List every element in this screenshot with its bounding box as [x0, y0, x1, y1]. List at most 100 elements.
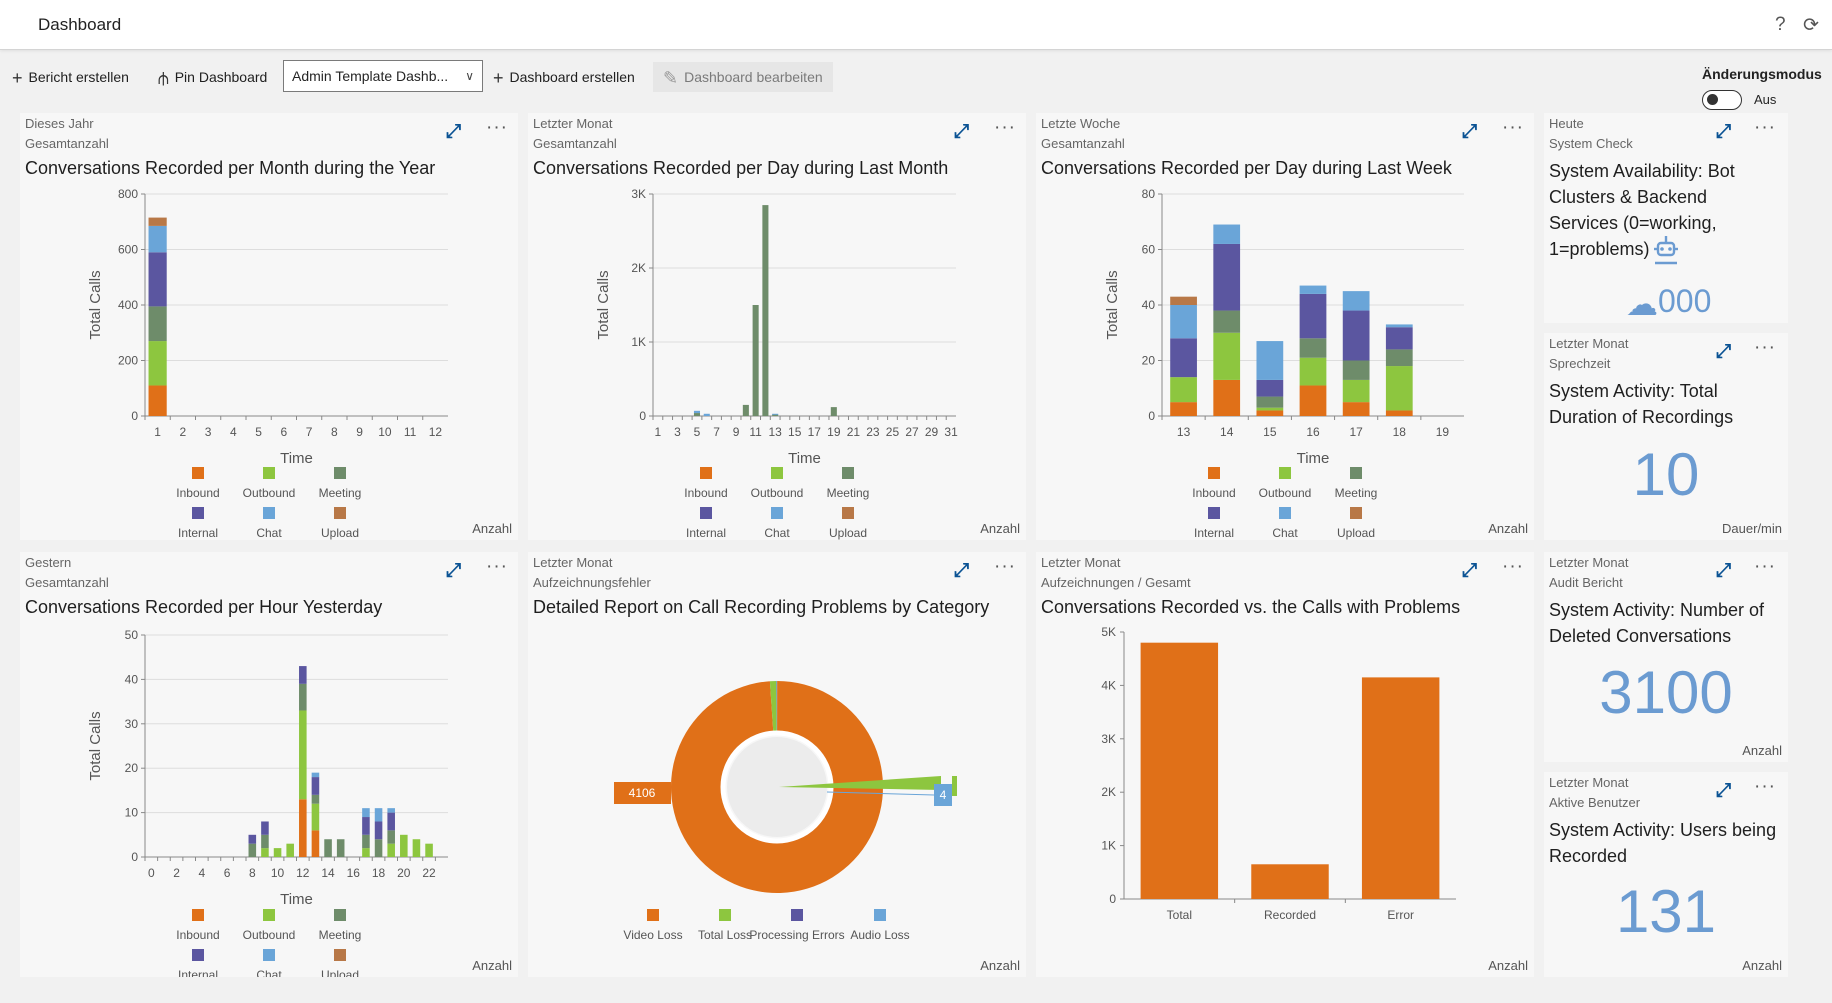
leader-line-right: [826, 791, 935, 796]
bar-segment-meeting: [693, 413, 701, 416]
expand-icon[interactable]: ⤢: [1716, 780, 1732, 801]
more-options-icon[interactable]: ···: [486, 556, 508, 577]
legend-swatch: [263, 949, 275, 961]
chart-vs: 0 1K 2K 3K 4K 5K Total Recorded Error: [1101, 625, 1456, 922]
card-measure: Aufzeichnungsfehler: [533, 575, 651, 590]
kpi-card-duration: Letzter Monat Sprechzeit System Activity…: [1544, 333, 1788, 540]
y-tick-label: 20: [1142, 354, 1156, 368]
chart-week: 0 20 40 60 80 13 14 15 16 17 18 19 Time Total Calls In…: [1104, 187, 1464, 540]
x-tick-label: 18: [372, 866, 386, 880]
x-tick-label: 17: [1349, 425, 1363, 439]
x-tick-label: 13: [1177, 425, 1191, 439]
donut-total-loss-wedge: [779, 776, 941, 790]
bar-segment-internal: [1299, 293, 1327, 339]
x-tick-label: 22: [422, 866, 436, 880]
dashboard-select[interactable]: Admin Template Dashb... ∨: [283, 60, 483, 92]
x-axis-title: Time: [1297, 450, 1330, 467]
legend-label: Meeting: [319, 486, 362, 500]
bar-segment-outbound: [400, 834, 408, 857]
more-options-icon[interactable]: ···: [1502, 117, 1524, 138]
bar-segment-meeting: [1213, 310, 1241, 333]
x-tick-label: 10: [271, 866, 285, 880]
x-tick-label: 4: [230, 425, 237, 439]
chart-card-month: Letzter Monat Gesamtanzahl Conversations…: [528, 113, 1026, 540]
bar-segment-meeting: [762, 205, 769, 416]
bar-segment-outbound: [273, 848, 282, 857]
card-period: Letzter Monat: [1549, 555, 1629, 570]
legend-label: Inbound: [1192, 486, 1235, 500]
expand-icon[interactable]: ⤢: [1716, 341, 1732, 362]
y-tick-label: 3K: [631, 187, 646, 201]
x-tick-label: 9: [733, 425, 740, 439]
expand-icon[interactable]: ⤢: [446, 560, 462, 581]
y-tick-label: 30: [125, 717, 139, 731]
legend-swatch: [334, 467, 346, 479]
edit-dashboard-button[interactable]: ✎ Dashboard bearbeiten: [653, 62, 833, 92]
bar-segment-meeting: [772, 414, 779, 416]
legend-label: Outbound: [1259, 486, 1312, 500]
legend-swatch: [1279, 467, 1291, 479]
x-tick-label: 5: [255, 425, 262, 439]
edit-mode-toggle[interactable]: [1702, 90, 1742, 110]
expand-icon[interactable]: ⤢: [1716, 560, 1732, 581]
availability-value: 000: [1658, 283, 1712, 319]
card-period: Letzter Monat: [533, 116, 613, 131]
card-title: Conversations Recorded per Hour Yesterda…: [25, 597, 383, 617]
page-title: Dashboard: [38, 15, 122, 34]
bar-segment-outbound: [425, 843, 433, 857]
bar-segment-internal: [311, 777, 320, 795]
bar-segment-outbound: [1256, 407, 1284, 411]
legend-label: Meeting: [319, 928, 362, 942]
bar-segment-outbound: [362, 848, 370, 857]
more-options-icon[interactable]: ···: [994, 117, 1016, 138]
toggle-knob: [1707, 94, 1718, 105]
create-report-button[interactable]: + Bericht erstellen: [12, 62, 129, 92]
app-header: Dashboard ? ⟳: [0, 0, 1832, 50]
create-dashboard-label: Dashboard erstellen: [509, 69, 635, 85]
expand-icon[interactable]: ⤢: [1716, 121, 1732, 142]
chart-hour: 0 10 20 30 40 50 0 2 4 6 8 10 12 14 16 18 20 22 Time Total …: [87, 628, 448, 977]
bar: [1251, 864, 1329, 899]
donut-slice: [769, 681, 777, 734]
expand-icon[interactable]: ⤢: [446, 121, 462, 142]
bar-segment-chat: [1170, 305, 1197, 339]
kpi-card-deleted: Letzter Monat Audit Bericht System Activ…: [1544, 552, 1788, 762]
x-tick-label: 9: [356, 425, 363, 439]
more-options-icon[interactable]: ···: [1754, 337, 1776, 358]
more-options-icon[interactable]: ···: [1754, 556, 1776, 577]
y-tick-label: 60: [1142, 243, 1156, 257]
legend-swatch: [192, 909, 204, 921]
x-tick-label: 11: [404, 425, 417, 439]
more-options-icon[interactable]: ···: [486, 117, 508, 138]
expand-icon[interactable]: ⤢: [954, 121, 970, 142]
card-unit: Anzahl: [1742, 958, 1782, 973]
help-icon[interactable]: ?: [1775, 14, 1786, 35]
bar-segment-chat: [1385, 324, 1413, 328]
expand-icon[interactable]: ⤢: [954, 560, 970, 581]
more-options-icon[interactable]: ···: [994, 556, 1016, 577]
bar-segment-internal: [374, 821, 383, 840]
bar-segment-inbound: [1342, 402, 1370, 416]
more-options-icon[interactable]: ···: [1754, 776, 1776, 797]
card-title: Conversations Recorded per Month during …: [25, 158, 436, 178]
expand-icon[interactable]: ⤢: [1462, 121, 1478, 142]
robot-icon: [1654, 236, 1678, 265]
more-options-icon[interactable]: ···: [1754, 117, 1776, 138]
bar-segment-meeting: [324, 839, 332, 857]
legend-swatch: [1208, 467, 1220, 479]
more-options-icon[interactable]: ···: [1502, 556, 1524, 577]
plus-icon: +: [493, 68, 504, 88]
pin-dashboard-button[interactable]: ⫛ Pin Dashboard: [158, 62, 267, 92]
plus-icon: +: [12, 68, 23, 88]
x-tick-label: 16: [1306, 425, 1320, 439]
x-tick-label: 6: [224, 866, 231, 880]
create-dashboard-button[interactable]: + Dashboard erstellen: [493, 62, 635, 92]
expand-icon[interactable]: ⤢: [1462, 560, 1478, 581]
bar-segment-meeting: [752, 305, 759, 416]
create-report-label: Bericht erstellen: [28, 69, 129, 85]
bar-segment-chat: [311, 772, 320, 778]
refresh-icon[interactable]: ⟳: [1803, 15, 1819, 36]
legend-swatch: [1208, 507, 1220, 519]
legend-label: Internal: [178, 968, 218, 977]
